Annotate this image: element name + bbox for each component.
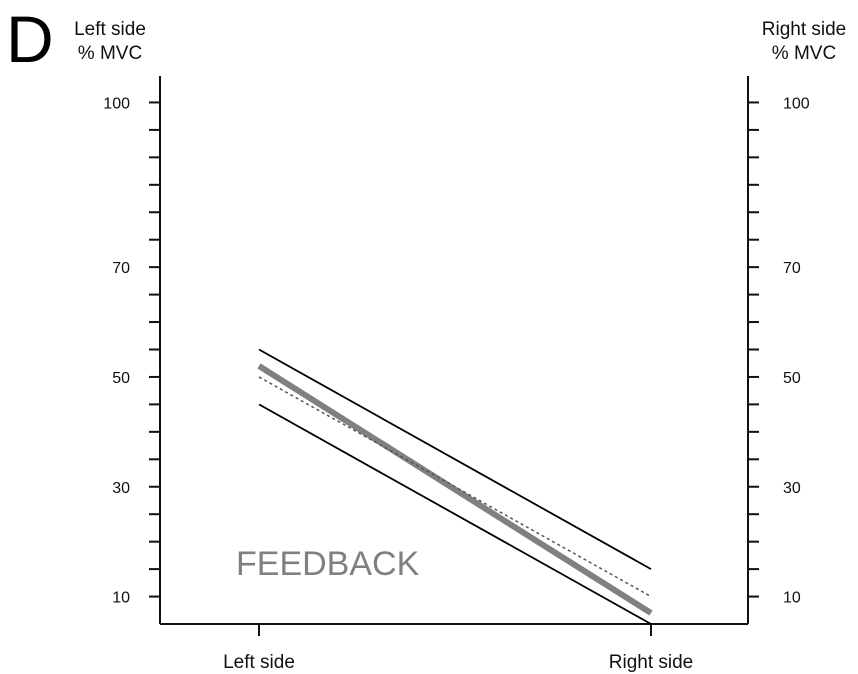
right-tick-label: 70 xyxy=(783,260,801,277)
left-axis-title: Left side % MVC xyxy=(62,18,158,66)
series-layer xyxy=(257,348,653,625)
series-line-1 xyxy=(258,348,652,570)
feedback-annotation: FEEDBACK xyxy=(236,545,420,583)
right-tick-label: 10 xyxy=(783,590,801,607)
left-tick-label: 70 xyxy=(112,260,130,277)
labels-layer: 10 30 50 70 100 10 30 50 70 100 Left side Right sid… xyxy=(103,95,810,673)
category-label: Right side xyxy=(609,652,694,673)
right-axis-title: Right side % MVC xyxy=(752,18,856,66)
right-axis-title-line1: Right side xyxy=(761,19,847,40)
category-label: Left side xyxy=(223,652,295,673)
right-axis-title-line2: % MVC xyxy=(771,43,837,64)
right-tick-label: 30 xyxy=(783,480,801,497)
left-axis-title-line2: % MVC xyxy=(77,43,143,64)
right-tick-label: 100 xyxy=(783,95,810,112)
series-line-3 xyxy=(257,363,653,616)
left-tick-label: 10 xyxy=(112,590,130,607)
series-line-4 xyxy=(258,376,652,598)
left-axis-title-line1: Left side xyxy=(74,19,146,40)
left-tick-label: 30 xyxy=(112,480,130,497)
series-line-2 xyxy=(258,403,652,625)
left-tick-label: 100 xyxy=(103,95,130,112)
left-tick-label: 50 xyxy=(112,370,130,387)
right-tick-label: 50 xyxy=(783,370,801,387)
panel-letter: D xyxy=(6,2,54,76)
